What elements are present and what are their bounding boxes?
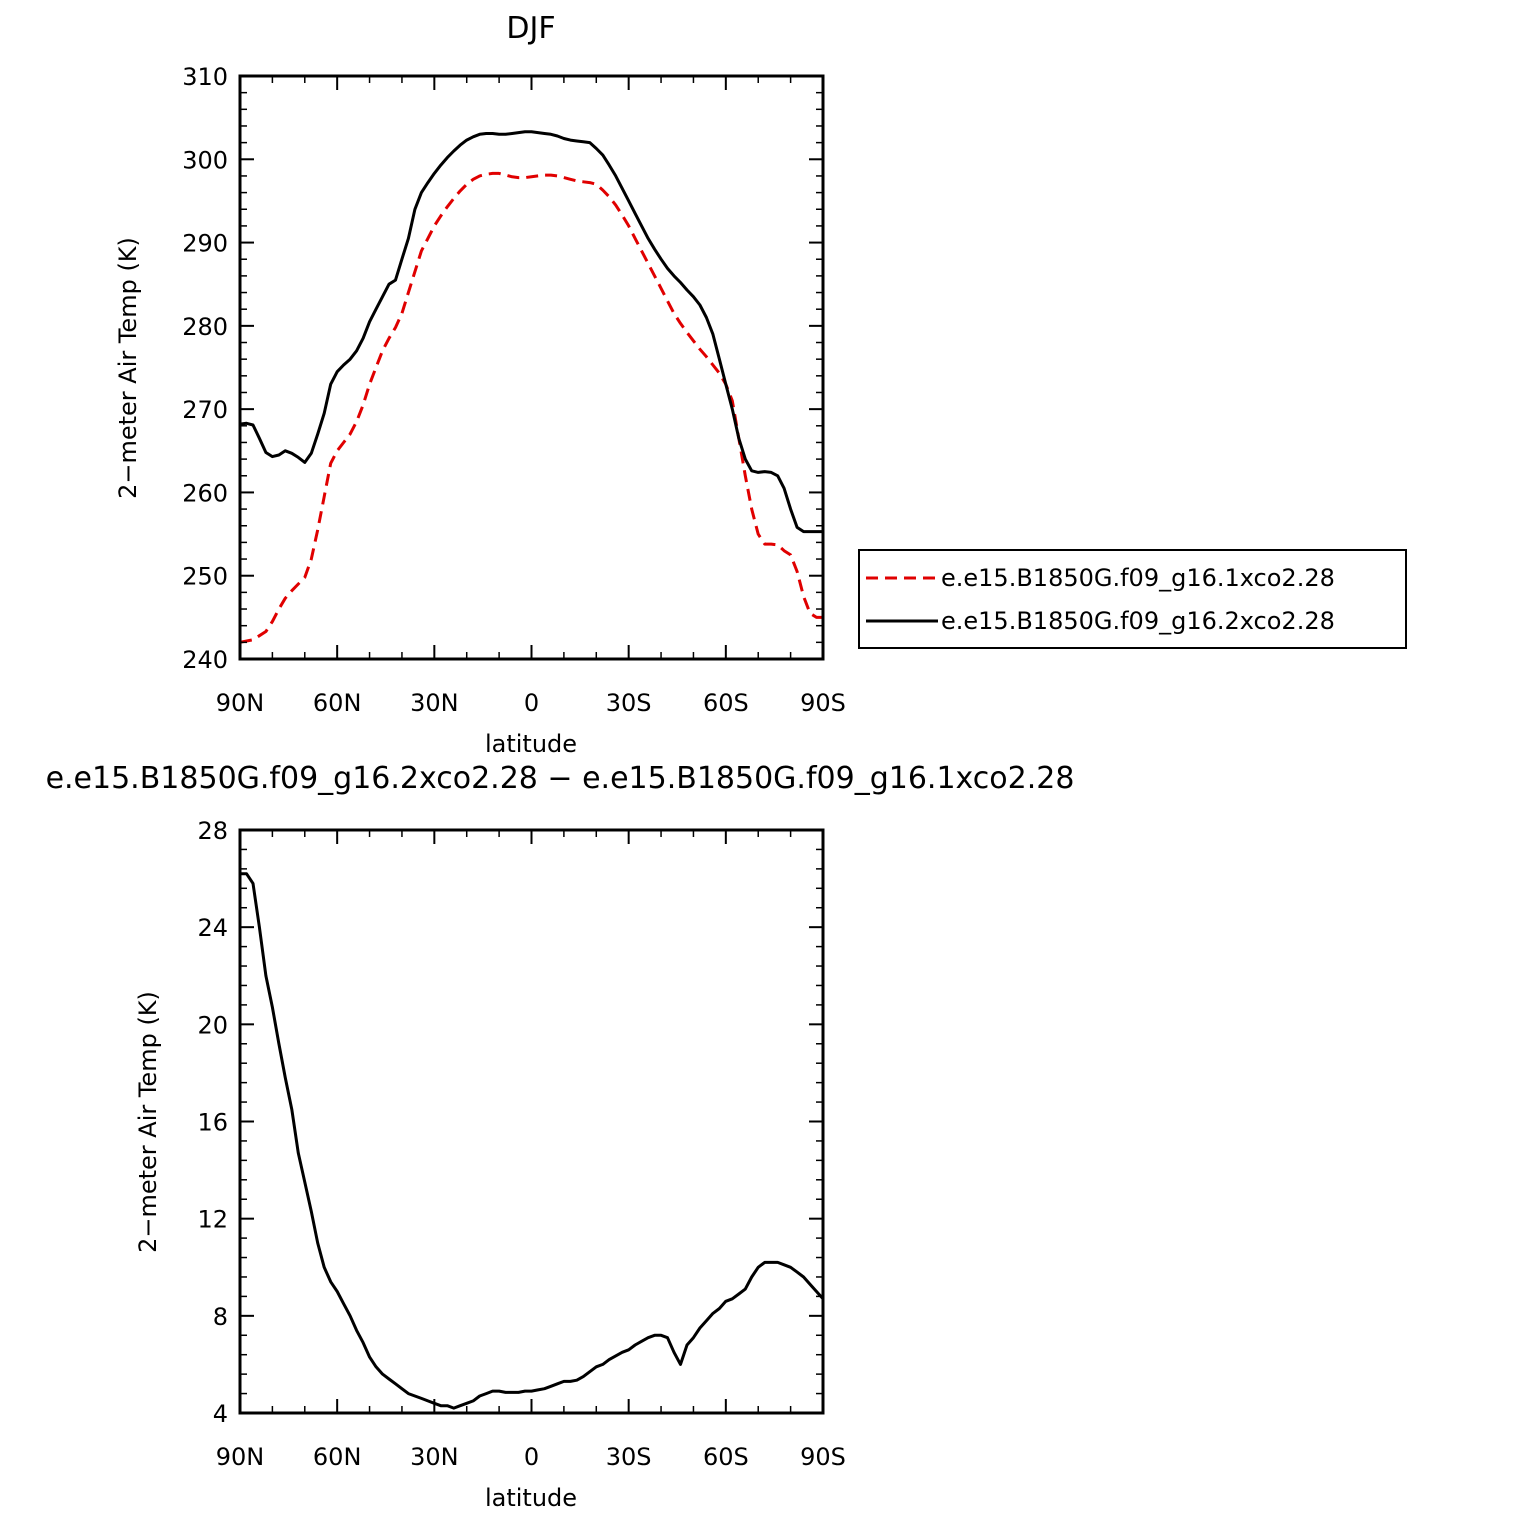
x-tick-label: 30S: [606, 689, 652, 717]
x-tick-label: 90S: [800, 689, 846, 717]
legend: e.e15.B1850G.f09_g16.1xco2.28 e.e15.B185…: [858, 549, 1407, 649]
y-tick-label: 16: [197, 1109, 228, 1137]
legend-box: [858, 549, 1407, 649]
x-tick-label: 30N: [410, 1443, 459, 1471]
top-y-axis-label: 2−meter Air Temp (K): [114, 237, 142, 499]
x-tick-label: 0: [524, 1443, 539, 1471]
top-chart-title: DJF: [506, 11, 555, 46]
y-tick-label: 24: [197, 914, 228, 942]
bottom-axis-ticks: 4 8 12 16 20 24 28 90N 60N 30N 0 30S 60S 90S: [197, 817, 845, 1471]
bottom-panel: e.e15.B1850G.f09_g16.2xco2.28 − e.e15.B1…: [46, 761, 1075, 1512]
legend-entry-2xco2: e.e15.B1850G.f09_g16.2xco2.28: [941, 607, 1335, 635]
y-tick-label: 260: [182, 479, 228, 507]
top-axis-ticks: 240 250 260 270 280 290 300 310 90N 60N 30N 0 30S 60S…: [182, 63, 846, 717]
x-tick-label: 30S: [606, 1443, 652, 1471]
bottom-y-axis-label: 2−meter Air Temp (K): [134, 991, 162, 1253]
bottom-chart-title: e.e15.B1850G.f09_g16.2xco2.28 − e.e15.B1…: [46, 761, 1075, 796]
legend-entry-1xco2: e.e15.B1850G.f09_g16.1xco2.28: [941, 564, 1335, 592]
bottom-plot-frame: [238, 828, 825, 1415]
x-tick-label: 60N: [313, 689, 362, 717]
series-line-0: [239, 171, 823, 644]
x-tick-label: 0: [524, 689, 539, 717]
series-line-1: [239, 130, 823, 534]
series-line-0: [240, 872, 825, 1410]
top-series-lines: [239, 130, 823, 644]
y-tick-label: 250: [182, 563, 228, 591]
y-tick-label: 8: [213, 1303, 228, 1331]
y-tick-label: 280: [182, 313, 228, 341]
x-tick-label: 90N: [216, 1443, 265, 1471]
bottom-series-lines: [240, 872, 825, 1410]
x-tick-label: 60N: [313, 1443, 362, 1471]
x-tick-label: 60S: [703, 1443, 749, 1471]
top-x-axis-label: latitude: [485, 730, 577, 758]
x-tick-label: 90N: [216, 689, 265, 717]
y-tick-label: 28: [197, 817, 228, 845]
y-tick-label: 12: [197, 1206, 228, 1234]
y-tick-label: 270: [182, 396, 228, 424]
x-tick-label: 30N: [410, 689, 459, 717]
x-tick-label: 60S: [703, 689, 749, 717]
y-tick-label: 4: [213, 1400, 228, 1428]
top-panel: DJF 240 250 260 270 280 290 300 310 90N 60N 30N 0 30…: [114, 11, 1407, 758]
bottom-x-axis-label: latitude: [485, 1484, 577, 1512]
y-tick-label: 310: [182, 63, 228, 91]
x-tick-label: 90S: [800, 1443, 846, 1471]
top-plot-frame: [238, 74, 825, 661]
y-tick-label: 290: [182, 230, 228, 258]
y-tick-label: 300: [182, 146, 228, 174]
y-tick-label: 20: [197, 1011, 228, 1039]
y-tick-label: 240: [182, 646, 228, 674]
